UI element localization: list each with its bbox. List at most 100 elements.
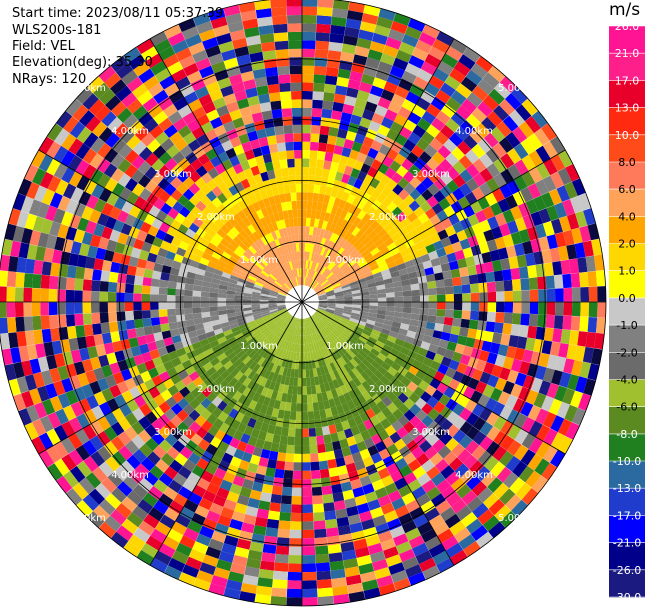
range-gate (217, 203, 228, 215)
range-gate (133, 284, 143, 294)
range-gate (65, 488, 83, 506)
range-gate (23, 273, 34, 288)
range-gate (106, 352, 118, 365)
range-gate (505, 93, 522, 110)
range-gate (179, 263, 190, 272)
range-gate (344, 296, 353, 300)
range-gate (141, 293, 151, 302)
range-gate (293, 326, 297, 335)
range-gate (62, 116, 79, 134)
range-gate (420, 500, 436, 514)
range-gate (154, 38, 172, 54)
range-gate (370, 551, 386, 563)
range-gate (231, 252, 241, 261)
range-gate (426, 486, 441, 501)
range-gate (432, 550, 450, 566)
range-gate (242, 239, 252, 249)
range-gate (202, 321, 213, 329)
range-gate (382, 344, 393, 353)
range-gate (282, 478, 293, 488)
range-gate (268, 295, 278, 298)
range-gate (392, 316, 403, 323)
range-gate (352, 486, 365, 498)
range-gate (141, 46, 159, 62)
range-gate (262, 153, 272, 164)
range-gate (138, 68, 155, 84)
range-gate (339, 533, 353, 544)
range-gate (337, 465, 348, 476)
range-gate (353, 433, 364, 444)
range-gate (311, 478, 322, 488)
range-gate (320, 246, 326, 256)
range-gate (257, 356, 266, 366)
range-gate (93, 198, 107, 213)
range-gate (242, 114, 254, 126)
range-gate (278, 443, 287, 454)
range-gate (190, 78, 206, 92)
range-gate (499, 183, 513, 199)
range-gate (314, 313, 321, 320)
range-gate (351, 451, 363, 463)
range-gate (316, 579, 332, 589)
range-gate (338, 238, 347, 248)
range-gate (356, 554, 372, 567)
range-gate (236, 494, 250, 506)
range-gate (169, 131, 183, 145)
range-gate (182, 479, 197, 493)
range-gate (240, 254, 250, 263)
range-gate (487, 302, 497, 312)
range-gate (286, 351, 292, 360)
range-gate (201, 281, 212, 288)
range-gate (570, 390, 584, 408)
range-gate (485, 441, 501, 456)
range-gate (276, 299, 286, 302)
range-gate (76, 413, 90, 429)
range-gate (384, 315, 394, 322)
range-gate (591, 348, 603, 365)
range-gate (507, 220, 519, 234)
range-gate (317, 292, 327, 297)
range-gate (334, 171, 344, 182)
range-gate (528, 313, 539, 327)
range-gate (279, 91, 292, 101)
range-gate (174, 363, 185, 374)
range-gate (432, 330, 443, 339)
range-gate (302, 529, 315, 539)
range-gate (1, 239, 13, 256)
range-gate (302, 521, 314, 530)
range-gate (209, 89, 224, 102)
range-gate (178, 353, 190, 364)
range-gate (167, 281, 177, 289)
range-gate (550, 449, 566, 468)
range-gate (206, 109, 220, 122)
range-gate (186, 350, 197, 360)
range-gate (406, 330, 417, 339)
range-gate (325, 450, 336, 461)
range-gate (382, 251, 393, 260)
range-gate (249, 454, 261, 466)
range-gate (161, 330, 172, 340)
range-gate (341, 173, 351, 184)
range-gate (170, 189, 183, 201)
range-gate (432, 264, 443, 274)
range-gate (502, 234, 514, 248)
range-gate (485, 321, 496, 333)
range-gate (286, 261, 292, 271)
range-gate (299, 259, 302, 269)
range-gate (352, 292, 361, 297)
range-gate (531, 475, 548, 494)
range-gate (83, 324, 94, 337)
colorbar-unit: m/s (609, 0, 641, 20)
range-gate (404, 26, 422, 40)
range-gate (175, 295, 184, 302)
range-gate (275, 545, 290, 555)
range-gate (144, 179, 158, 193)
range-gate (472, 187, 485, 201)
range-gate (164, 433, 178, 447)
range-gate (144, 213, 156, 226)
range-gate (143, 513, 160, 529)
range-gate (377, 61, 393, 74)
range-gate (327, 273, 335, 281)
range-gate (215, 332, 225, 340)
range-gate (127, 490, 143, 506)
